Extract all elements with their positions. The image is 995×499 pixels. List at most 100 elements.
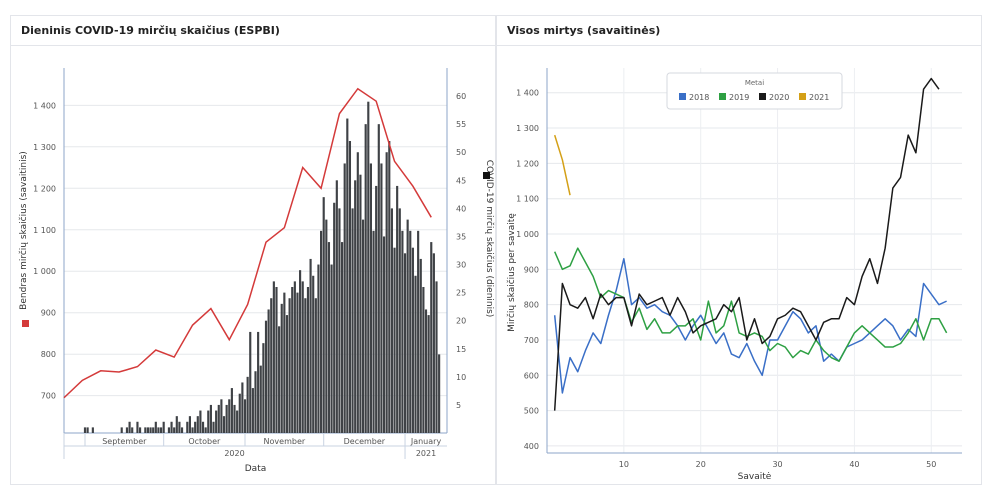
covid-death-bar [225, 404, 228, 433]
covid-death-bar [125, 427, 129, 433]
x-tick-label: 30 [772, 460, 782, 469]
chart-title: Visos mirtys (savaitinės) [497, 16, 981, 46]
covid-death-bar [144, 427, 147, 433]
legend-box [666, 72, 843, 110]
month-label: September [102, 437, 147, 446]
y-tick-label-right: 15 [456, 345, 466, 354]
y-tick-label-right: 35 [456, 232, 466, 241]
covid-death-bar [201, 421, 205, 433]
legend-label-2019: 2019 [729, 93, 749, 102]
covid-death-bar [432, 253, 435, 433]
covid-death-bar [359, 174, 362, 433]
covid-death-bar [299, 270, 302, 433]
y-tick-label-right: 40 [456, 204, 466, 213]
covid-death-bar [296, 292, 299, 433]
covid-daily-deaths-chart: 700 800 900 1 000 1 100 1 200 1 300 1 400 5 10 15 2… [18, 68, 495, 474]
covid-death-bar [288, 298, 291, 433]
covid-death-bar [346, 118, 349, 434]
covid-death-bar [215, 410, 218, 433]
covid-death-bar [188, 416, 191, 433]
covid-death-bar [317, 264, 320, 433]
covid-death-bar [338, 208, 341, 433]
y-tick-label-right: 5 [456, 401, 461, 410]
covid-death-bar [249, 331, 252, 433]
covid-death-bar [435, 281, 438, 433]
y-tick-label: 500 [524, 407, 539, 416]
covid-death-bar [398, 208, 401, 433]
covid-death-bar [241, 382, 244, 433]
covid-death-bar [128, 421, 131, 433]
covid-death-bar [167, 427, 171, 433]
series-line-2019 [553, 247, 948, 362]
y-tick-label: 800 [524, 301, 539, 310]
legend-marker-total-deaths [22, 320, 29, 327]
covid-death-bar [186, 421, 189, 433]
y-tick-label: 1 000 [516, 230, 539, 239]
y-tick-label-right: 55 [456, 120, 466, 129]
covid-death-bar [83, 427, 87, 433]
y-tick-label-left: 900 [41, 309, 56, 318]
y-axis-title-left: Bendras mirčių skaičius (savaitinis) [18, 151, 29, 310]
covid-death-bar [199, 410, 202, 433]
year-label: 2021 [416, 449, 436, 458]
covid-death-bar [419, 258, 422, 433]
legend-swatch-2019 [719, 93, 726, 100]
covid-death-bar [283, 292, 286, 433]
legend-marker-covid-deaths [483, 172, 490, 179]
covid-death-bar [267, 309, 270, 433]
x-tick-label: 40 [849, 460, 859, 469]
covid-death-bar [259, 365, 262, 433]
y-tick-label-right: 10 [456, 373, 466, 382]
covid-death-bar [414, 275, 417, 433]
covid-death-bar [91, 427, 94, 433]
series-line-2018 [553, 257, 947, 394]
covid-death-bar [348, 141, 352, 433]
covid-death-bar [293, 281, 296, 433]
covid-death-bar [207, 410, 210, 433]
x-axis-title: Savaitė [738, 472, 772, 482]
covid-death-bar [304, 298, 307, 433]
covid-death-bar [146, 427, 150, 433]
covid-death-bar [222, 416, 226, 433]
covid-death-bar [230, 388, 233, 433]
covid-death-bar [330, 264, 333, 433]
covid-death-bar [291, 287, 294, 433]
legend-swatch-2018 [679, 93, 686, 100]
covid-death-bar [138, 427, 142, 433]
covid-death-bar [86, 427, 89, 433]
y-tick-label-right: 20 [456, 317, 466, 326]
legend-title: Metai [745, 79, 764, 87]
y-tick-label-right: 30 [456, 261, 466, 270]
covid-death-bar [333, 202, 336, 433]
covid-death-bar [275, 287, 278, 433]
covid-death-bar [175, 416, 178, 433]
covid-death-bar [388, 141, 391, 433]
y-tick-label: 900 [524, 265, 539, 274]
covid-death-bar [152, 427, 155, 433]
legend-swatch-2021 [799, 93, 806, 100]
covid-death-bar [390, 208, 393, 433]
covid-death-bar [270, 298, 273, 433]
covid-death-bar [385, 152, 388, 433]
y-tick-label: 600 [524, 371, 539, 380]
covid-death-bar [272, 281, 275, 433]
covid-death-bar [382, 236, 386, 433]
y-tick-label-left: 1 000 [33, 267, 56, 276]
covid-death-bar [131, 427, 134, 433]
covid-death-bar [136, 421, 139, 433]
covid-death-bar [372, 230, 375, 433]
month-label: October [188, 437, 221, 446]
covid-death-bar [367, 101, 370, 433]
covid-death-bar [401, 230, 404, 433]
y-tick-label-right: 25 [456, 289, 466, 298]
covid-death-bar [236, 410, 239, 433]
covid-death-bar [424, 309, 428, 433]
covid-death-bar [409, 230, 412, 433]
covid-death-bar [196, 416, 199, 433]
legend-label-2018: 2018 [689, 93, 709, 102]
y-tick-label-left: 700 [41, 392, 56, 401]
covid-death-bar [351, 208, 354, 433]
covid-death-bar [430, 242, 433, 433]
covid-death-bar [251, 388, 254, 433]
covid-death-bar [411, 247, 414, 433]
